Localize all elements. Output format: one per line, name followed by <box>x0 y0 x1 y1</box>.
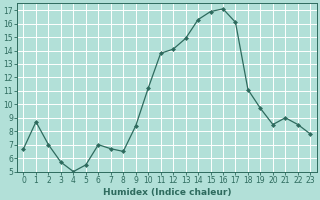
X-axis label: Humidex (Indice chaleur): Humidex (Indice chaleur) <box>103 188 231 197</box>
